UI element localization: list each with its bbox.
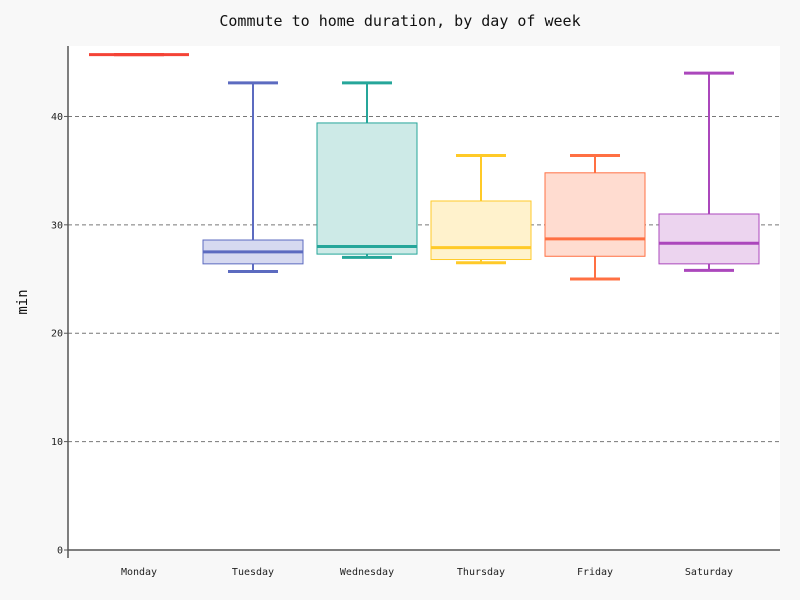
y-tick-label: 10 [51,437,63,448]
y-tick-label: 40 [51,112,63,123]
plot-area [68,46,780,550]
x-ticks: Monday Tuesday Wednesday Thursday Friday Satu… [121,567,733,578]
box-saturday [658,71,760,272]
y-ticks: 0 10 20 30 40 [51,112,68,557]
y-axis-label: min [15,289,31,314]
x-tick-label: Friday [577,567,613,578]
iqr-box [430,200,532,261]
y-tick-label: 0 [57,546,63,557]
box-thursday [430,153,532,265]
box-wednesday [316,81,418,259]
x-tick-label: Thursday [457,567,505,578]
x-tick-label: Saturday [685,567,733,578]
box-friday [544,153,646,281]
x-tick-label: Wednesday [340,567,394,578]
iqr-box [316,122,418,255]
y-tick-label: 30 [51,220,63,231]
boxes [89,53,760,281]
chart-title: Commute to home duration, by day of week [219,12,580,30]
iqr-box [658,213,760,265]
y-tick-label: 20 [51,329,63,340]
x-tick-label: Monday [121,567,157,578]
box-tuesday [202,81,304,273]
iqr-box [544,172,646,257]
x-tick-label: Tuesday [232,567,274,578]
